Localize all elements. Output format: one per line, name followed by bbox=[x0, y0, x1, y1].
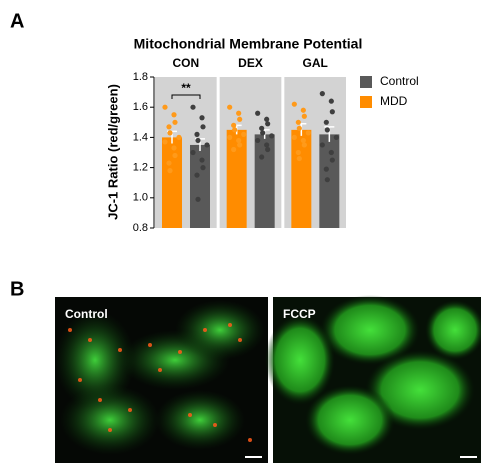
significance-bracket bbox=[171, 94, 201, 99]
data-point bbox=[301, 142, 307, 148]
data-point bbox=[167, 168, 173, 174]
data-point bbox=[172, 152, 178, 159]
legend-label: MDD bbox=[380, 94, 408, 108]
data-point bbox=[255, 110, 261, 116]
legend-swatch bbox=[360, 76, 372, 88]
data-point bbox=[259, 125, 265, 131]
data-point bbox=[162, 139, 168, 145]
data-point bbox=[333, 134, 339, 140]
y-tick-label: 0.8 bbox=[133, 222, 148, 234]
panel-label: A bbox=[10, 10, 24, 32]
data-point bbox=[328, 149, 334, 156]
data-point bbox=[329, 109, 335, 115]
category-label: CON bbox=[172, 56, 199, 70]
significance-label: ** bbox=[181, 81, 191, 95]
data-point bbox=[324, 177, 330, 183]
legend-label: Control bbox=[380, 74, 419, 88]
data-point bbox=[296, 125, 302, 131]
data-point bbox=[172, 119, 178, 125]
data-point bbox=[236, 110, 242, 116]
data-point bbox=[259, 154, 265, 160]
data-point bbox=[265, 121, 271, 127]
bar bbox=[254, 134, 275, 228]
data-point bbox=[236, 137, 242, 144]
data-point bbox=[171, 112, 177, 118]
y-axis-label: JC-1 Ratio (red/green) bbox=[105, 84, 120, 220]
data-point bbox=[190, 104, 196, 110]
data-point bbox=[323, 119, 329, 125]
data-point bbox=[296, 155, 302, 162]
image-label: FCCP bbox=[283, 307, 316, 321]
data-point bbox=[231, 122, 237, 128]
data-point bbox=[291, 101, 297, 107]
data-point bbox=[237, 116, 243, 122]
data-point bbox=[241, 131, 247, 137]
image-label: Control bbox=[65, 307, 108, 321]
data-point bbox=[199, 115, 205, 121]
data-point bbox=[200, 124, 206, 130]
data-point bbox=[295, 119, 301, 125]
y-tick-label: 1.4 bbox=[133, 131, 148, 143]
panel-label: B bbox=[10, 278, 24, 300]
data-point bbox=[190, 149, 196, 156]
data-point bbox=[264, 142, 270, 148]
data-point bbox=[295, 149, 301, 156]
micrograph: FCCP bbox=[265, 295, 481, 463]
data-point bbox=[195, 137, 201, 144]
chart-title: Mitochondrial Membrane Potential bbox=[134, 36, 363, 52]
data-point bbox=[232, 127, 238, 133]
data-point bbox=[200, 165, 206, 171]
data-point bbox=[199, 157, 205, 163]
data-point bbox=[301, 113, 307, 119]
data-point bbox=[227, 134, 233, 140]
data-point bbox=[328, 98, 334, 104]
data-point bbox=[195, 196, 201, 202]
y-tick-label: 1.6 bbox=[133, 101, 148, 113]
data-point bbox=[260, 130, 266, 136]
data-point bbox=[305, 130, 311, 136]
data-point bbox=[176, 134, 182, 140]
data-point bbox=[194, 131, 200, 137]
bar bbox=[162, 137, 182, 228]
data-point bbox=[300, 137, 306, 144]
category-label: DEX bbox=[238, 56, 263, 70]
data-point bbox=[227, 104, 233, 110]
bar bbox=[226, 129, 247, 228]
data-point bbox=[194, 172, 200, 178]
y-tick-label: 1.8 bbox=[133, 71, 148, 83]
y-tick-label: 1.2 bbox=[133, 162, 148, 174]
plot: CON DEX GAL 0.8 1.0 1.2 1.4 1.6 1.8 ** Control MDD bbox=[133, 56, 419, 234]
data-point bbox=[265, 146, 271, 153]
micrograph: Control bbox=[55, 297, 268, 463]
y-tick-label: 1.0 bbox=[133, 192, 148, 204]
data-point bbox=[171, 145, 177, 151]
legend-swatch bbox=[360, 96, 372, 108]
data-point bbox=[319, 91, 325, 97]
category-label: GAL bbox=[302, 56, 327, 70]
data-point bbox=[237, 142, 243, 148]
data-point bbox=[319, 142, 325, 148]
data-point bbox=[162, 104, 168, 110]
data-point bbox=[167, 130, 173, 136]
data-point bbox=[166, 124, 172, 130]
bar bbox=[190, 144, 210, 228]
data-point bbox=[300, 107, 306, 113]
data-point bbox=[324, 127, 330, 133]
bar bbox=[291, 129, 312, 228]
data-point bbox=[231, 146, 237, 153]
data-point bbox=[329, 157, 335, 163]
data-point bbox=[166, 160, 172, 166]
data-point bbox=[323, 166, 329, 172]
data-point bbox=[291, 134, 297, 140]
data-point bbox=[269, 133, 275, 139]
data-point bbox=[255, 137, 261, 144]
data-point bbox=[204, 142, 210, 148]
data-point bbox=[264, 116, 270, 122]
